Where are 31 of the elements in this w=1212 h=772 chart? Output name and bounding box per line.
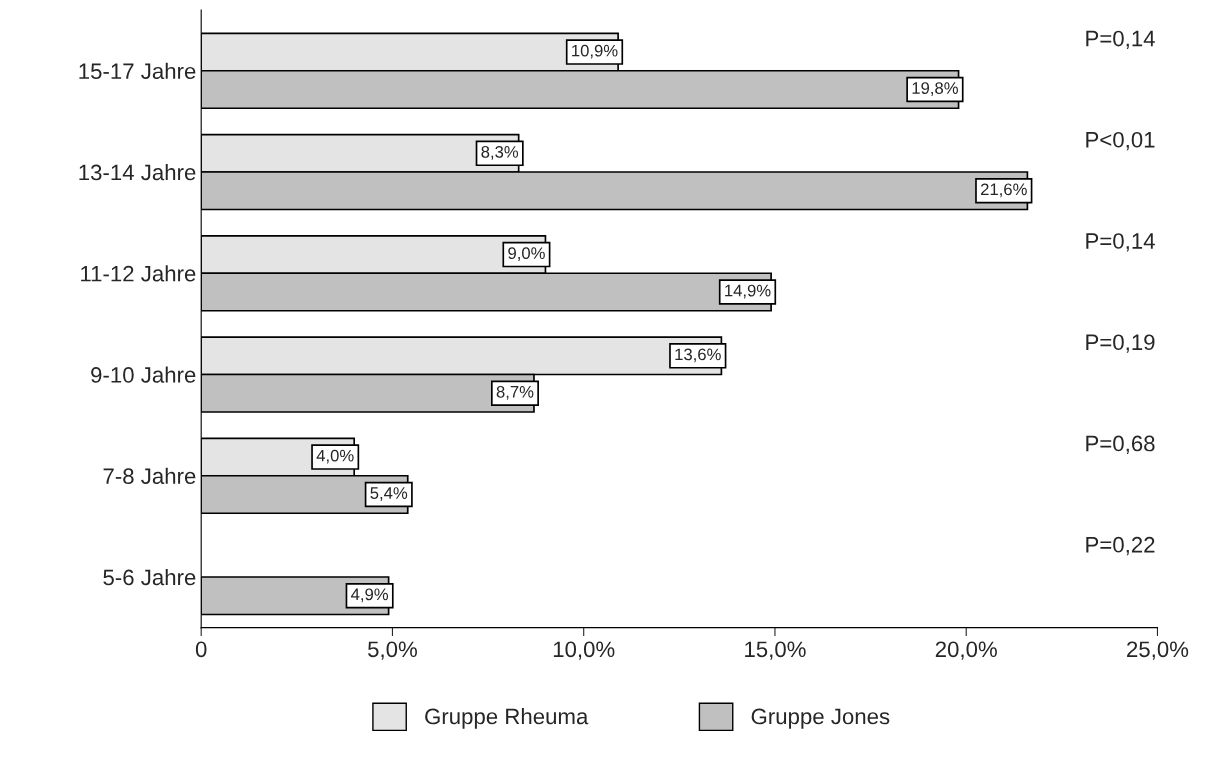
legend-label: Gruppe Rheuma (425, 708, 589, 729)
data-label: 10,9% (572, 44, 618, 59)
y-tick-label: 13-14 Jahre (79, 163, 196, 181)
x-tick-label: 15,0% (745, 641, 806, 660)
x-tick-label: 10,0% (553, 641, 615, 660)
data-label: 21,6% (980, 183, 1027, 198)
annotation: P<0,01 (1086, 131, 1155, 151)
annotation: P=0,19 (1086, 334, 1155, 353)
legend-label: Gruppe Jones (751, 708, 890, 729)
annotation: P=0,68 (1086, 435, 1155, 454)
annotation: P=0,14 (1086, 30, 1155, 49)
annotation: P=0,14 (1086, 233, 1155, 252)
y-tick-label: 11-12 Jahre (81, 265, 196, 282)
data-label: 4,9% (351, 588, 389, 603)
y-tick-label: 9-10 Jahre (91, 366, 196, 383)
x-tick-label: 0 (195, 641, 207, 658)
y-tick-label: 5-6 Jahre (103, 568, 196, 586)
data-label: 8,7% (496, 385, 534, 400)
x-tick-label: 25,0% (1127, 641, 1189, 660)
y-tick-label: 7-8 Jahre (103, 467, 196, 485)
annotation: P=0,22 (1086, 536, 1155, 556)
y-tick-label: 15-17 Jahre (79, 62, 196, 80)
data-label: 19,8% (912, 82, 958, 96)
data-label: 13,6% (675, 348, 721, 363)
data-label: 9,0% (508, 247, 545, 261)
data-label: 14,9% (725, 284, 771, 299)
data-label: 5,4% (370, 487, 408, 501)
data-label: 4,0% (316, 449, 354, 464)
x-tick-label: 5,0% (368, 641, 417, 660)
x-tick-label: 20,0% (935, 641, 997, 660)
data-label: 8,3% (481, 145, 519, 160)
